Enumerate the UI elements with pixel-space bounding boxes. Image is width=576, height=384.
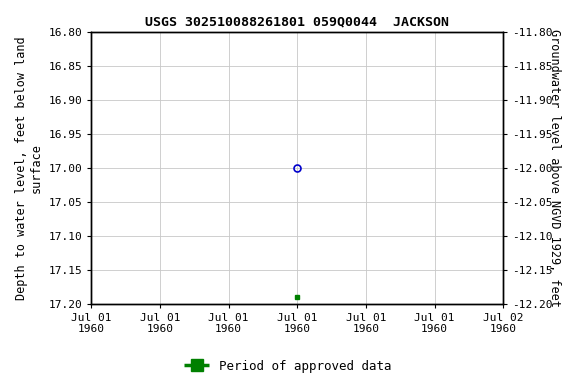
Y-axis label: Groundwater level above NGVD 1929, feet: Groundwater level above NGVD 1929, feet <box>548 29 561 307</box>
Y-axis label: Depth to water level, feet below land
surface: Depth to water level, feet below land su… <box>15 36 43 300</box>
Legend: Period of approved data: Period of approved data <box>179 355 397 378</box>
Title: USGS 302510088261801 059Q0044  JACKSON: USGS 302510088261801 059Q0044 JACKSON <box>145 15 449 28</box>
